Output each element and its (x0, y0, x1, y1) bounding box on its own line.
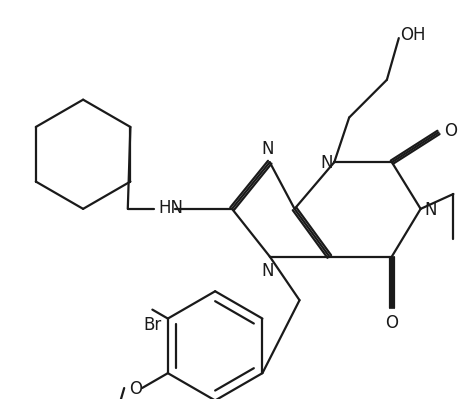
Text: O: O (129, 379, 143, 397)
Text: N: N (262, 140, 274, 158)
Text: N: N (262, 262, 274, 280)
Text: O: O (386, 313, 398, 331)
Text: O: O (444, 122, 457, 140)
Text: Br: Br (143, 315, 161, 333)
Text: HN: HN (158, 198, 183, 216)
Text: N: N (424, 200, 437, 218)
Text: OH: OH (400, 26, 425, 44)
Text: N: N (320, 154, 333, 172)
